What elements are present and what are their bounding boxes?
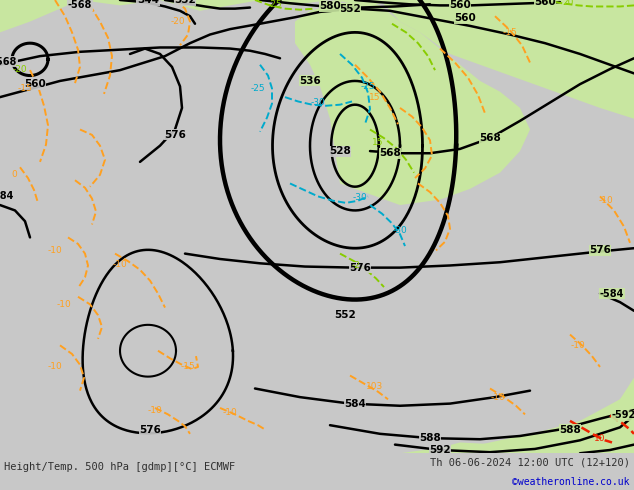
Text: 0: 0: [11, 171, 17, 179]
Polygon shape: [440, 378, 634, 453]
Text: -20: -20: [171, 17, 185, 26]
Text: 560: 560: [454, 13, 476, 24]
Text: 588: 588: [559, 424, 581, 435]
Polygon shape: [380, 0, 634, 119]
Text: 588: 588: [419, 433, 441, 443]
Polygon shape: [400, 394, 634, 453]
Text: 576: 576: [589, 245, 611, 255]
Text: 560: 560: [534, 0, 556, 7]
Text: -30: -30: [353, 193, 367, 202]
Text: 10: 10: [594, 434, 605, 442]
Text: 15: 15: [372, 138, 384, 147]
Text: -10: -10: [113, 260, 127, 269]
Text: -15: -15: [18, 84, 32, 93]
Polygon shape: [295, 0, 530, 205]
Text: 584: 584: [344, 398, 366, 409]
Text: 552: 552: [334, 310, 356, 320]
Text: -10: -10: [491, 392, 505, 402]
Polygon shape: [480, 383, 634, 453]
Text: -10: -10: [48, 363, 62, 371]
Text: -25: -25: [268, 0, 282, 9]
Text: 544: 544: [137, 0, 159, 5]
Text: -10: -10: [571, 341, 585, 350]
Text: ©weatheronline.co.uk: ©weatheronline.co.uk: [512, 477, 630, 487]
Text: 103: 103: [366, 382, 384, 391]
Text: 560: 560: [24, 79, 46, 89]
Polygon shape: [0, 0, 634, 32]
Text: -10: -10: [56, 300, 72, 309]
Text: 528: 528: [329, 146, 351, 156]
Text: 576: 576: [164, 130, 186, 140]
Text: -10: -10: [48, 246, 62, 255]
Text: 592: 592: [429, 445, 451, 455]
Text: -10: -10: [223, 408, 237, 416]
Text: -568: -568: [0, 56, 17, 67]
Text: 20: 20: [562, 0, 574, 7]
Text: -584: -584: [0, 192, 14, 201]
Text: -15: -15: [181, 363, 195, 371]
Text: -2: -2: [352, 261, 361, 270]
Text: 560: 560: [449, 0, 471, 10]
Text: -30: -30: [311, 98, 325, 107]
Text: Height/Temp. 500 hPa [gdmp][°C] ECMWF: Height/Temp. 500 hPa [gdmp][°C] ECMWF: [4, 462, 235, 472]
Text: 568: 568: [479, 133, 501, 143]
Text: -584: -584: [600, 289, 624, 298]
Text: -25: -25: [361, 82, 375, 91]
Text: -25: -25: [250, 84, 265, 93]
Text: 580: 580: [319, 1, 341, 11]
Text: 15: 15: [369, 93, 381, 101]
Text: -20: -20: [13, 65, 27, 74]
Text: -10: -10: [598, 196, 613, 205]
Text: 576: 576: [349, 263, 371, 272]
Text: 552: 552: [339, 3, 361, 14]
Text: 576: 576: [139, 424, 161, 435]
Text: Th 06-06-2024 12:00 UTC (12+120): Th 06-06-2024 12:00 UTC (12+120): [430, 458, 630, 467]
Text: -30: -30: [392, 226, 408, 235]
Text: -10: -10: [148, 406, 162, 415]
Text: -15: -15: [503, 28, 517, 37]
Text: -592: -592: [612, 411, 634, 420]
Text: 536: 536: [299, 76, 321, 86]
Text: 552: 552: [174, 0, 196, 5]
Text: -568: -568: [68, 0, 92, 10]
Text: 568: 568: [379, 148, 401, 158]
